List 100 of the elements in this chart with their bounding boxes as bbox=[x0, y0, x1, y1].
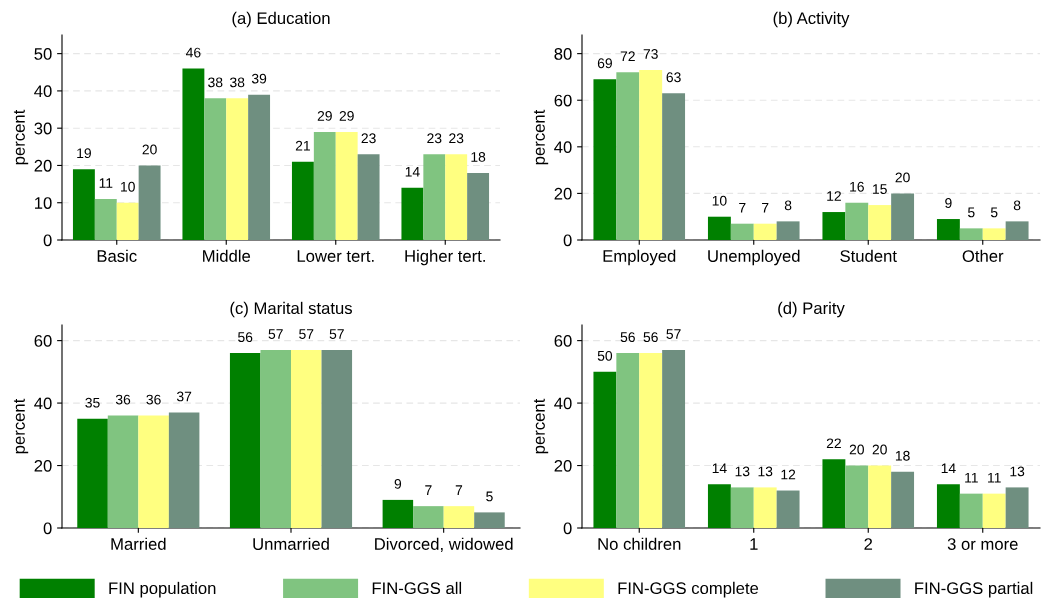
data-label: 7 bbox=[425, 485, 432, 495]
bar bbox=[401, 187, 424, 240]
data-label: 11 bbox=[988, 472, 1001, 483]
data-label: 5 bbox=[486, 491, 493, 502]
data-label: 72 bbox=[620, 51, 635, 62]
data-label: 23 bbox=[427, 133, 442, 144]
bar bbox=[77, 418, 108, 528]
y-tick-label: 60 bbox=[554, 335, 572, 347]
data-label: 50 bbox=[597, 350, 613, 361]
data-label: 9 bbox=[945, 198, 952, 208]
bar bbox=[868, 465, 892, 528]
x-tick-label: 2 bbox=[864, 538, 873, 550]
data-label: 37 bbox=[176, 391, 192, 402]
bar bbox=[138, 415, 169, 528]
bar bbox=[313, 131, 336, 240]
data-label: 7 bbox=[739, 202, 746, 213]
bar bbox=[248, 94, 271, 240]
y-axis-title: percent bbox=[533, 109, 549, 165]
bar bbox=[1005, 487, 1029, 528]
y-axis-title: percent bbox=[13, 398, 29, 454]
x-tick-label: Higher tert. bbox=[405, 249, 485, 266]
bar bbox=[776, 221, 800, 240]
y-tick-label: 0 bbox=[43, 234, 52, 247]
legend-label: FIN-GGS all bbox=[372, 581, 462, 595]
legend-label: FIN-GGS complete bbox=[618, 581, 759, 598]
y-tick-label: 60 bbox=[554, 94, 572, 107]
data-label: 21 bbox=[295, 140, 310, 151]
bar bbox=[776, 490, 800, 528]
data-label: 10 bbox=[712, 195, 727, 206]
data-label: 7 bbox=[455, 485, 463, 495]
y-tick-label: 40 bbox=[554, 397, 572, 410]
bar bbox=[845, 465, 869, 528]
bar bbox=[229, 353, 261, 528]
bar bbox=[959, 228, 983, 240]
bar bbox=[639, 69, 663, 240]
y-axis-title: percent bbox=[533, 398, 549, 454]
bar bbox=[226, 98, 249, 240]
x-tick-label: Basic bbox=[97, 249, 137, 262]
data-label: 20 bbox=[142, 144, 157, 155]
data-label: 29 bbox=[339, 111, 354, 121]
bar bbox=[593, 79, 617, 240]
bar bbox=[357, 154, 380, 240]
data-label: 63 bbox=[666, 72, 681, 83]
data-label: 8 bbox=[784, 200, 792, 211]
bar bbox=[936, 219, 960, 240]
data-label: 12 bbox=[827, 191, 841, 201]
data-label: 36 bbox=[146, 394, 161, 405]
y-tick-label: 40 bbox=[34, 85, 52, 98]
bar bbox=[413, 506, 444, 528]
x-tick-label: Student bbox=[840, 249, 897, 262]
bar bbox=[730, 223, 754, 240]
x-tick-label: Divorced, widowed bbox=[375, 537, 513, 552]
bar bbox=[474, 512, 505, 528]
bar bbox=[822, 459, 846, 528]
data-label: 56 bbox=[238, 332, 253, 343]
data-label: 12 bbox=[781, 469, 796, 480]
data-label: 39 bbox=[251, 73, 267, 84]
bar bbox=[753, 487, 777, 528]
x-tick-label: 1 bbox=[750, 538, 758, 550]
chart-title: (a) Education bbox=[232, 11, 330, 28]
data-label: 13 bbox=[735, 466, 750, 477]
x-tick-label: Lower tert. bbox=[297, 250, 374, 262]
bar bbox=[445, 154, 468, 240]
data-label: 18 bbox=[895, 450, 910, 461]
bar bbox=[707, 216, 731, 240]
bar bbox=[291, 349, 322, 528]
bar bbox=[936, 484, 960, 528]
y-tick-label: 20 bbox=[554, 187, 572, 200]
data-label: 14 bbox=[712, 463, 727, 474]
x-tick-label: Middle bbox=[203, 249, 251, 262]
data-label: 7 bbox=[762, 202, 769, 213]
y-tick-label: 20 bbox=[554, 459, 572, 472]
bar bbox=[443, 506, 475, 528]
data-label: 14 bbox=[941, 463, 956, 474]
data-label: 19 bbox=[77, 148, 91, 159]
data-label: 5 bbox=[990, 207, 998, 218]
bar bbox=[662, 349, 686, 528]
data-label: 29 bbox=[317, 111, 332, 121]
bar bbox=[260, 349, 291, 528]
data-label: 13 bbox=[758, 466, 773, 477]
data-label: 56 bbox=[620, 332, 635, 343]
x-tick-label: Married bbox=[111, 537, 166, 550]
data-label: 10 bbox=[121, 181, 135, 192]
data-label: 36 bbox=[115, 394, 131, 405]
data-label: 20 bbox=[849, 444, 864, 455]
y-tick-label: 30 bbox=[34, 122, 52, 135]
x-tick-label: Employed bbox=[603, 249, 676, 266]
y-axis-title: percent bbox=[13, 109, 29, 165]
bar bbox=[321, 349, 353, 528]
y-tick-label: 10 bbox=[35, 197, 52, 209]
data-label: 20 bbox=[872, 444, 887, 455]
bar bbox=[730, 487, 754, 528]
data-label: 14 bbox=[405, 167, 420, 177]
bar bbox=[107, 415, 139, 528]
bar bbox=[891, 193, 915, 240]
data-label: 69 bbox=[597, 58, 612, 69]
data-label: 23 bbox=[361, 133, 376, 144]
bar bbox=[616, 72, 640, 240]
bar bbox=[845, 202, 869, 240]
bar bbox=[423, 154, 446, 240]
